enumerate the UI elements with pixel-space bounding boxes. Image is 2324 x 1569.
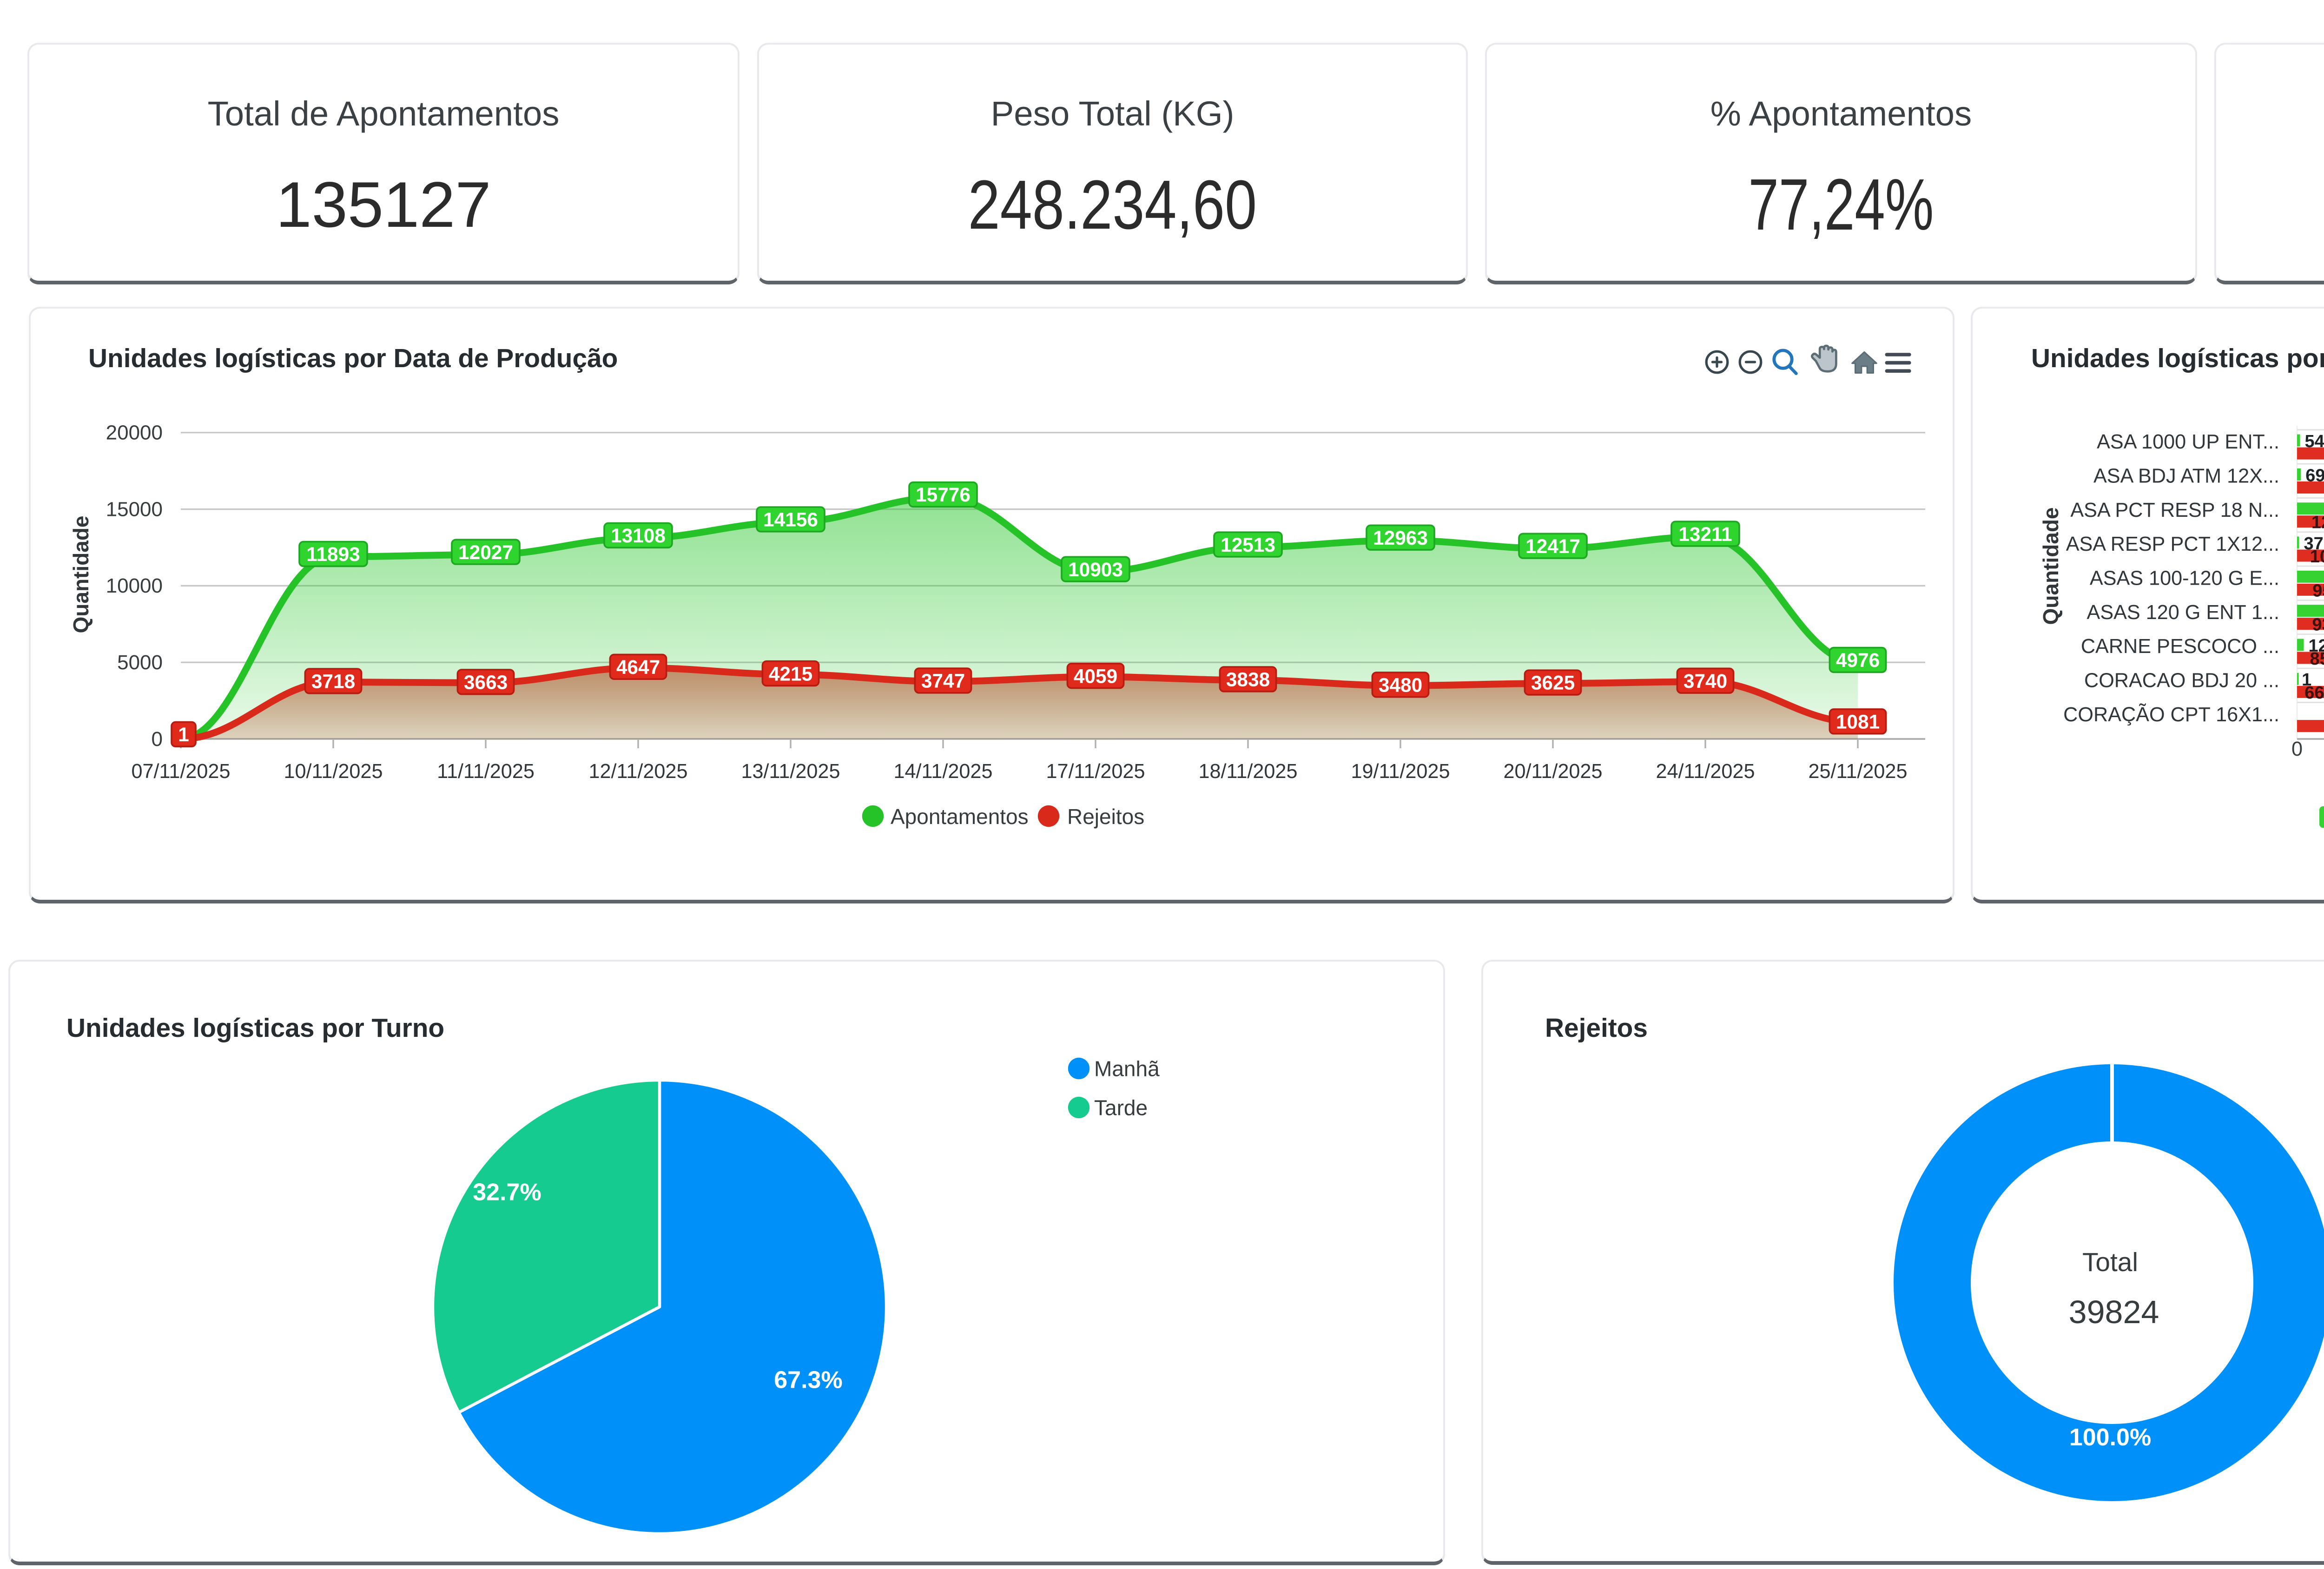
svg-text:ASAS 120 G ENT 1...: ASAS 120 G ENT 1... <box>2087 601 2279 624</box>
svg-text:ASAS 100-120 G E...: ASAS 100-120 G E... <box>2090 567 2279 589</box>
svg-text:20/11/2025: 20/11/2025 <box>1504 760 1603 783</box>
svg-text:950: 950 <box>2312 581 2324 600</box>
svg-text:24/11/2025: 24/11/2025 <box>1656 760 1755 783</box>
svg-text:4215: 4215 <box>769 663 812 685</box>
svg-text:13211: 13211 <box>1678 523 1732 545</box>
svg-text:854: 854 <box>2310 649 2324 669</box>
svg-text:0: 0 <box>152 728 163 751</box>
svg-text:12417: 12417 <box>1525 535 1580 557</box>
svg-text:CARNE PESCOCO ...: CARNE PESCOCO ... <box>2081 635 2279 658</box>
svg-text:17/11/2025: 17/11/2025 <box>1046 760 1145 783</box>
svg-text:10/11/2025: 10/11/2025 <box>284 760 383 783</box>
svg-text:CORACAO BDJ 20 ...: CORACAO BDJ 20 ... <box>2084 669 2279 692</box>
svg-text:12963: 12963 <box>1373 527 1428 549</box>
svg-text:Manhã: Manhã <box>1094 1056 1160 1081</box>
svg-text:ASA 1000 UP ENT...: ASA 1000 UP ENT... <box>2097 431 2279 453</box>
svg-text:3480: 3480 <box>1379 674 1422 696</box>
svg-text:Tarde: Tarde <box>1094 1095 1148 1120</box>
svg-text:5000: 5000 <box>117 651 163 674</box>
svg-text:13/11/2025: 13/11/2025 <box>741 760 840 783</box>
svg-text:10903: 10903 <box>1068 559 1123 580</box>
svg-text:Quantidade: Quantidade <box>2039 507 2063 625</box>
svg-text:3747: 3747 <box>921 670 965 692</box>
svg-text:3740: 3740 <box>1684 670 1727 692</box>
svg-text:4059: 4059 <box>1074 665 1117 687</box>
svg-text:12/11/2025: 12/11/2025 <box>589 760 688 783</box>
svg-text:100.0%: 100.0% <box>2069 1424 2151 1451</box>
svg-text:18/11/2025: 18/11/2025 <box>1199 760 1298 783</box>
svg-text:19/11/2025: 19/11/2025 <box>1351 760 1450 783</box>
svg-text:20000: 20000 <box>106 422 163 444</box>
svg-text:ASA PCT RESP 18 N...: ASA PCT RESP 18 N... <box>2070 499 2279 521</box>
svg-text:Apontamentos: Apontamentos <box>891 804 1029 829</box>
svg-text:Unidades logísticas por Turno: Unidades logísticas por Turno <box>66 1014 444 1043</box>
svg-text:Unidades logísticas por Data d: Unidades logísticas por Data de Produção <box>88 344 618 373</box>
svg-text:CORAÇÃO CPT 16X1...: CORAÇÃO CPT 16X1... <box>2063 704 2279 726</box>
svg-text:11893: 11893 <box>306 543 360 565</box>
svg-text:13108: 13108 <box>611 525 666 547</box>
svg-text:Unidades logísticas por Produt: Unidades logísticas por Produto <box>2031 344 2324 373</box>
svg-text:3838: 3838 <box>1226 669 1270 691</box>
svg-text:12513: 12513 <box>1221 534 1275 556</box>
svg-text:12027: 12027 <box>458 541 513 563</box>
svg-text:3718: 3718 <box>311 671 355 692</box>
svg-text:Total: Total <box>2082 1248 2138 1277</box>
svg-text:666: 666 <box>2304 683 2324 703</box>
svg-text:Rejeitos: Rejeitos <box>1067 804 1144 829</box>
svg-text:4647: 4647 <box>616 656 660 678</box>
svg-text:3663: 3663 <box>464 671 508 693</box>
svg-text:1034: 1034 <box>2310 547 2324 567</box>
svg-text:32.7%: 32.7% <box>473 1179 541 1206</box>
svg-text:25/11/2025: 25/11/2025 <box>1809 760 1908 783</box>
svg-text:39824: 39824 <box>2069 1294 2159 1330</box>
svg-text:11/11/2025: 11/11/2025 <box>437 760 535 783</box>
svg-text:14156: 14156 <box>763 509 818 531</box>
svg-text:3625: 3625 <box>1531 672 1575 694</box>
svg-text:1221: 1221 <box>2311 513 2324 533</box>
svg-text:15000: 15000 <box>106 498 163 521</box>
svg-text:0: 0 <box>2291 738 2303 760</box>
svg-text:1081: 1081 <box>1836 711 1880 733</box>
svg-text:14/11/2025: 14/11/2025 <box>894 760 993 783</box>
svg-text:1: 1 <box>2302 670 2311 690</box>
svg-text:67.3%: 67.3% <box>774 1367 842 1394</box>
svg-text:937: 937 <box>2312 615 2324 635</box>
svg-text:07/11/2025: 07/11/2025 <box>132 760 231 783</box>
svg-text:ASA RESP PCT 1X12...: ASA RESP PCT 1X12... <box>2066 533 2279 555</box>
svg-text:4976: 4976 <box>1836 649 1880 671</box>
svg-text:ASA BDJ ATM 12X...: ASA BDJ ATM 12X... <box>2093 465 2279 488</box>
svg-text:Rejeitos: Rejeitos <box>1545 1014 1648 1043</box>
svg-text:Quantidade: Quantidade <box>69 515 93 633</box>
svg-text:10000: 10000 <box>106 574 163 597</box>
svg-text:15776: 15776 <box>916 484 971 506</box>
svg-text:1: 1 <box>178 724 189 745</box>
